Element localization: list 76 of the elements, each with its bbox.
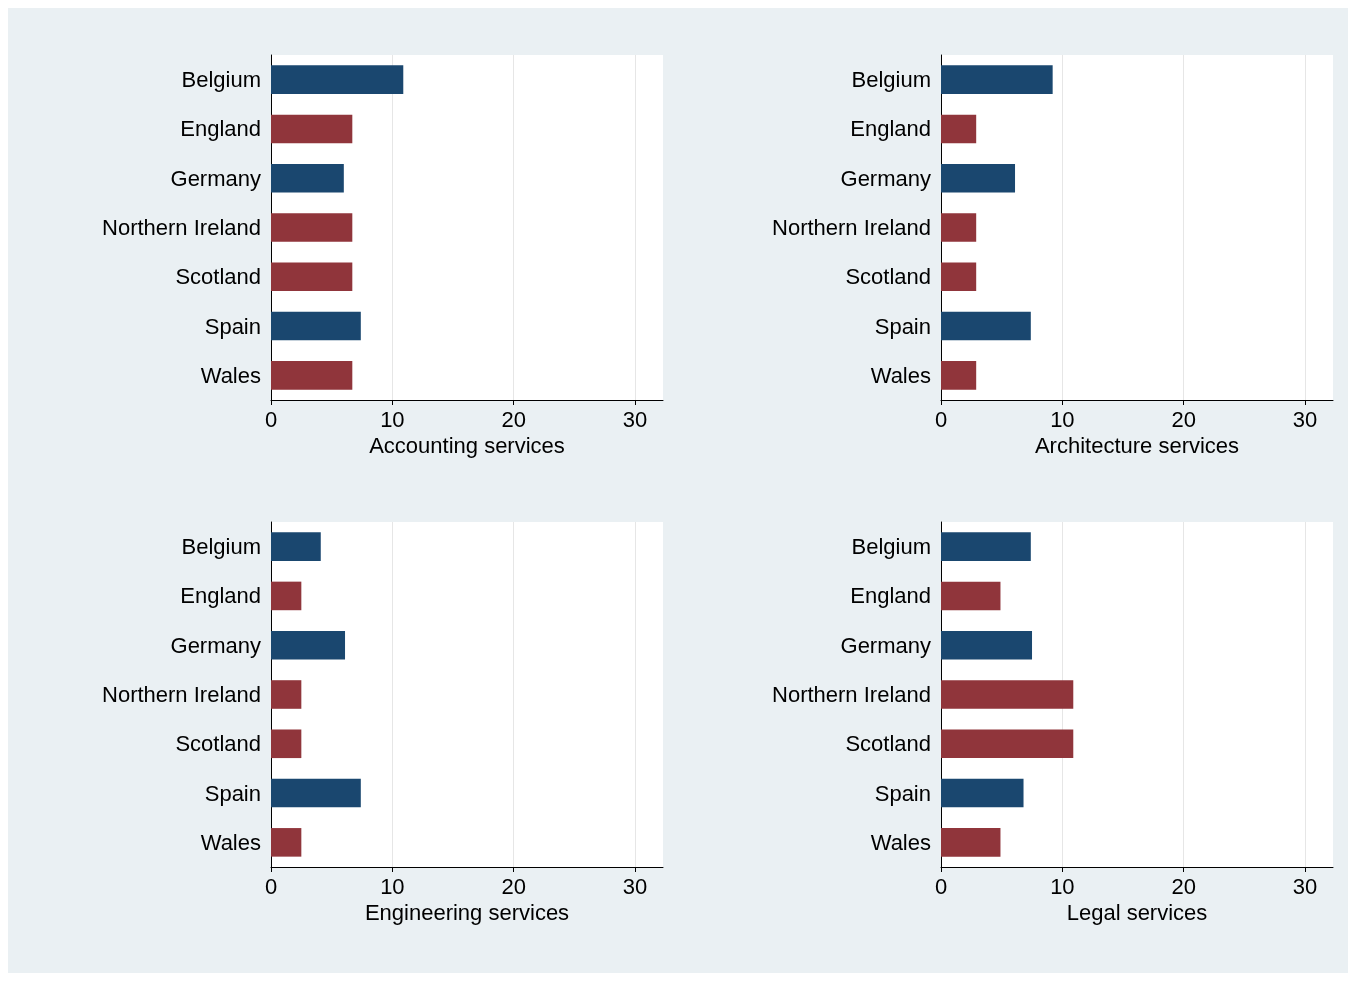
y-tick-label: Northern Ireland (102, 682, 261, 707)
x-tick-label: 30 (1292, 406, 1318, 432)
x-axis-title: Engineering services (364, 900, 570, 926)
x-tick-label: 20 (501, 873, 526, 899)
bar (941, 581, 1001, 611)
y-tick-label: Wales (870, 829, 931, 855)
y-tick-label: Germany (840, 165, 931, 191)
bar (941, 630, 1033, 660)
bar (941, 828, 1001, 857)
x-tick-label: 10 (380, 406, 405, 432)
x-tick-label: 30 (622, 406, 648, 432)
y-tick-label: Belgium (181, 67, 261, 93)
x-tick-label: 0 (934, 406, 948, 432)
bar (941, 262, 977, 292)
bar (941, 729, 1074, 759)
x-tick-label: 10 (1050, 873, 1075, 899)
bar (271, 680, 302, 709)
y-tick-label: Wales (200, 362, 261, 388)
x-axis-title: Legal services (1066, 900, 1208, 926)
bar (271, 630, 346, 660)
x-axis-title: Accounting services (369, 433, 565, 459)
bar (941, 778, 1024, 808)
bar (941, 114, 977, 144)
x-tick-label: 0 (264, 873, 278, 899)
y-tick-label: Belgium (851, 67, 931, 93)
bar (271, 828, 302, 857)
bar (941, 163, 1016, 193)
bar (271, 163, 344, 193)
bar (941, 65, 1053, 94)
y-tick-label: Spain (204, 313, 261, 339)
x-tick-label: 0 (934, 873, 948, 899)
y-tick-label: Spain (874, 313, 931, 339)
x-tick-label: 20 (1171, 406, 1196, 432)
x-tick-label: 20 (1171, 873, 1196, 899)
x-tick-label: 30 (1292, 873, 1318, 899)
y-tick-label: Scotland (845, 264, 931, 290)
y-tick-label: England (850, 116, 931, 142)
y-tick-label: Germany (840, 632, 931, 658)
x-axis-title: Architecture services (1034, 433, 1240, 459)
bar (271, 213, 353, 242)
y-tick-label: Germany (170, 165, 261, 191)
y-tick-label: Scotland (845, 731, 931, 757)
x-tick-label: 0 (264, 406, 278, 432)
bar (271, 65, 404, 94)
y-tick-label: England (850, 583, 931, 609)
x-tick-label: 20 (501, 406, 526, 432)
bar (271, 311, 361, 341)
bar (271, 532, 321, 561)
y-tick-label: Scotland (175, 264, 261, 290)
y-tick-label: Northern Ireland (102, 215, 261, 240)
bar (941, 361, 977, 390)
bar (271, 778, 361, 808)
y-tick-label: Scotland (175, 731, 261, 757)
y-tick-label: England (180, 116, 261, 142)
y-tick-label: Wales (870, 362, 931, 388)
bar (271, 581, 302, 611)
y-tick-label: Belgium (181, 534, 261, 560)
y-tick-label: England (180, 583, 261, 609)
x-tick-label: 10 (1050, 406, 1075, 432)
x-tick-label: 10 (380, 873, 405, 899)
bar (271, 361, 353, 390)
y-tick-label: Germany (170, 632, 261, 658)
x-tick-label: 30 (622, 873, 648, 899)
bar (271, 262, 353, 292)
y-tick-label: Northern Ireland (772, 215, 931, 240)
y-tick-label: Wales (200, 829, 261, 855)
bar (941, 311, 1031, 341)
y-tick-label: Spain (874, 780, 931, 806)
bar (941, 532, 1031, 561)
bar (941, 213, 977, 242)
bar (271, 729, 302, 759)
bar (941, 680, 1074, 709)
bar (271, 114, 353, 144)
y-tick-label: Northern Ireland (772, 682, 931, 707)
y-tick-label: Spain (204, 780, 261, 806)
y-tick-label: Belgium (851, 534, 931, 560)
